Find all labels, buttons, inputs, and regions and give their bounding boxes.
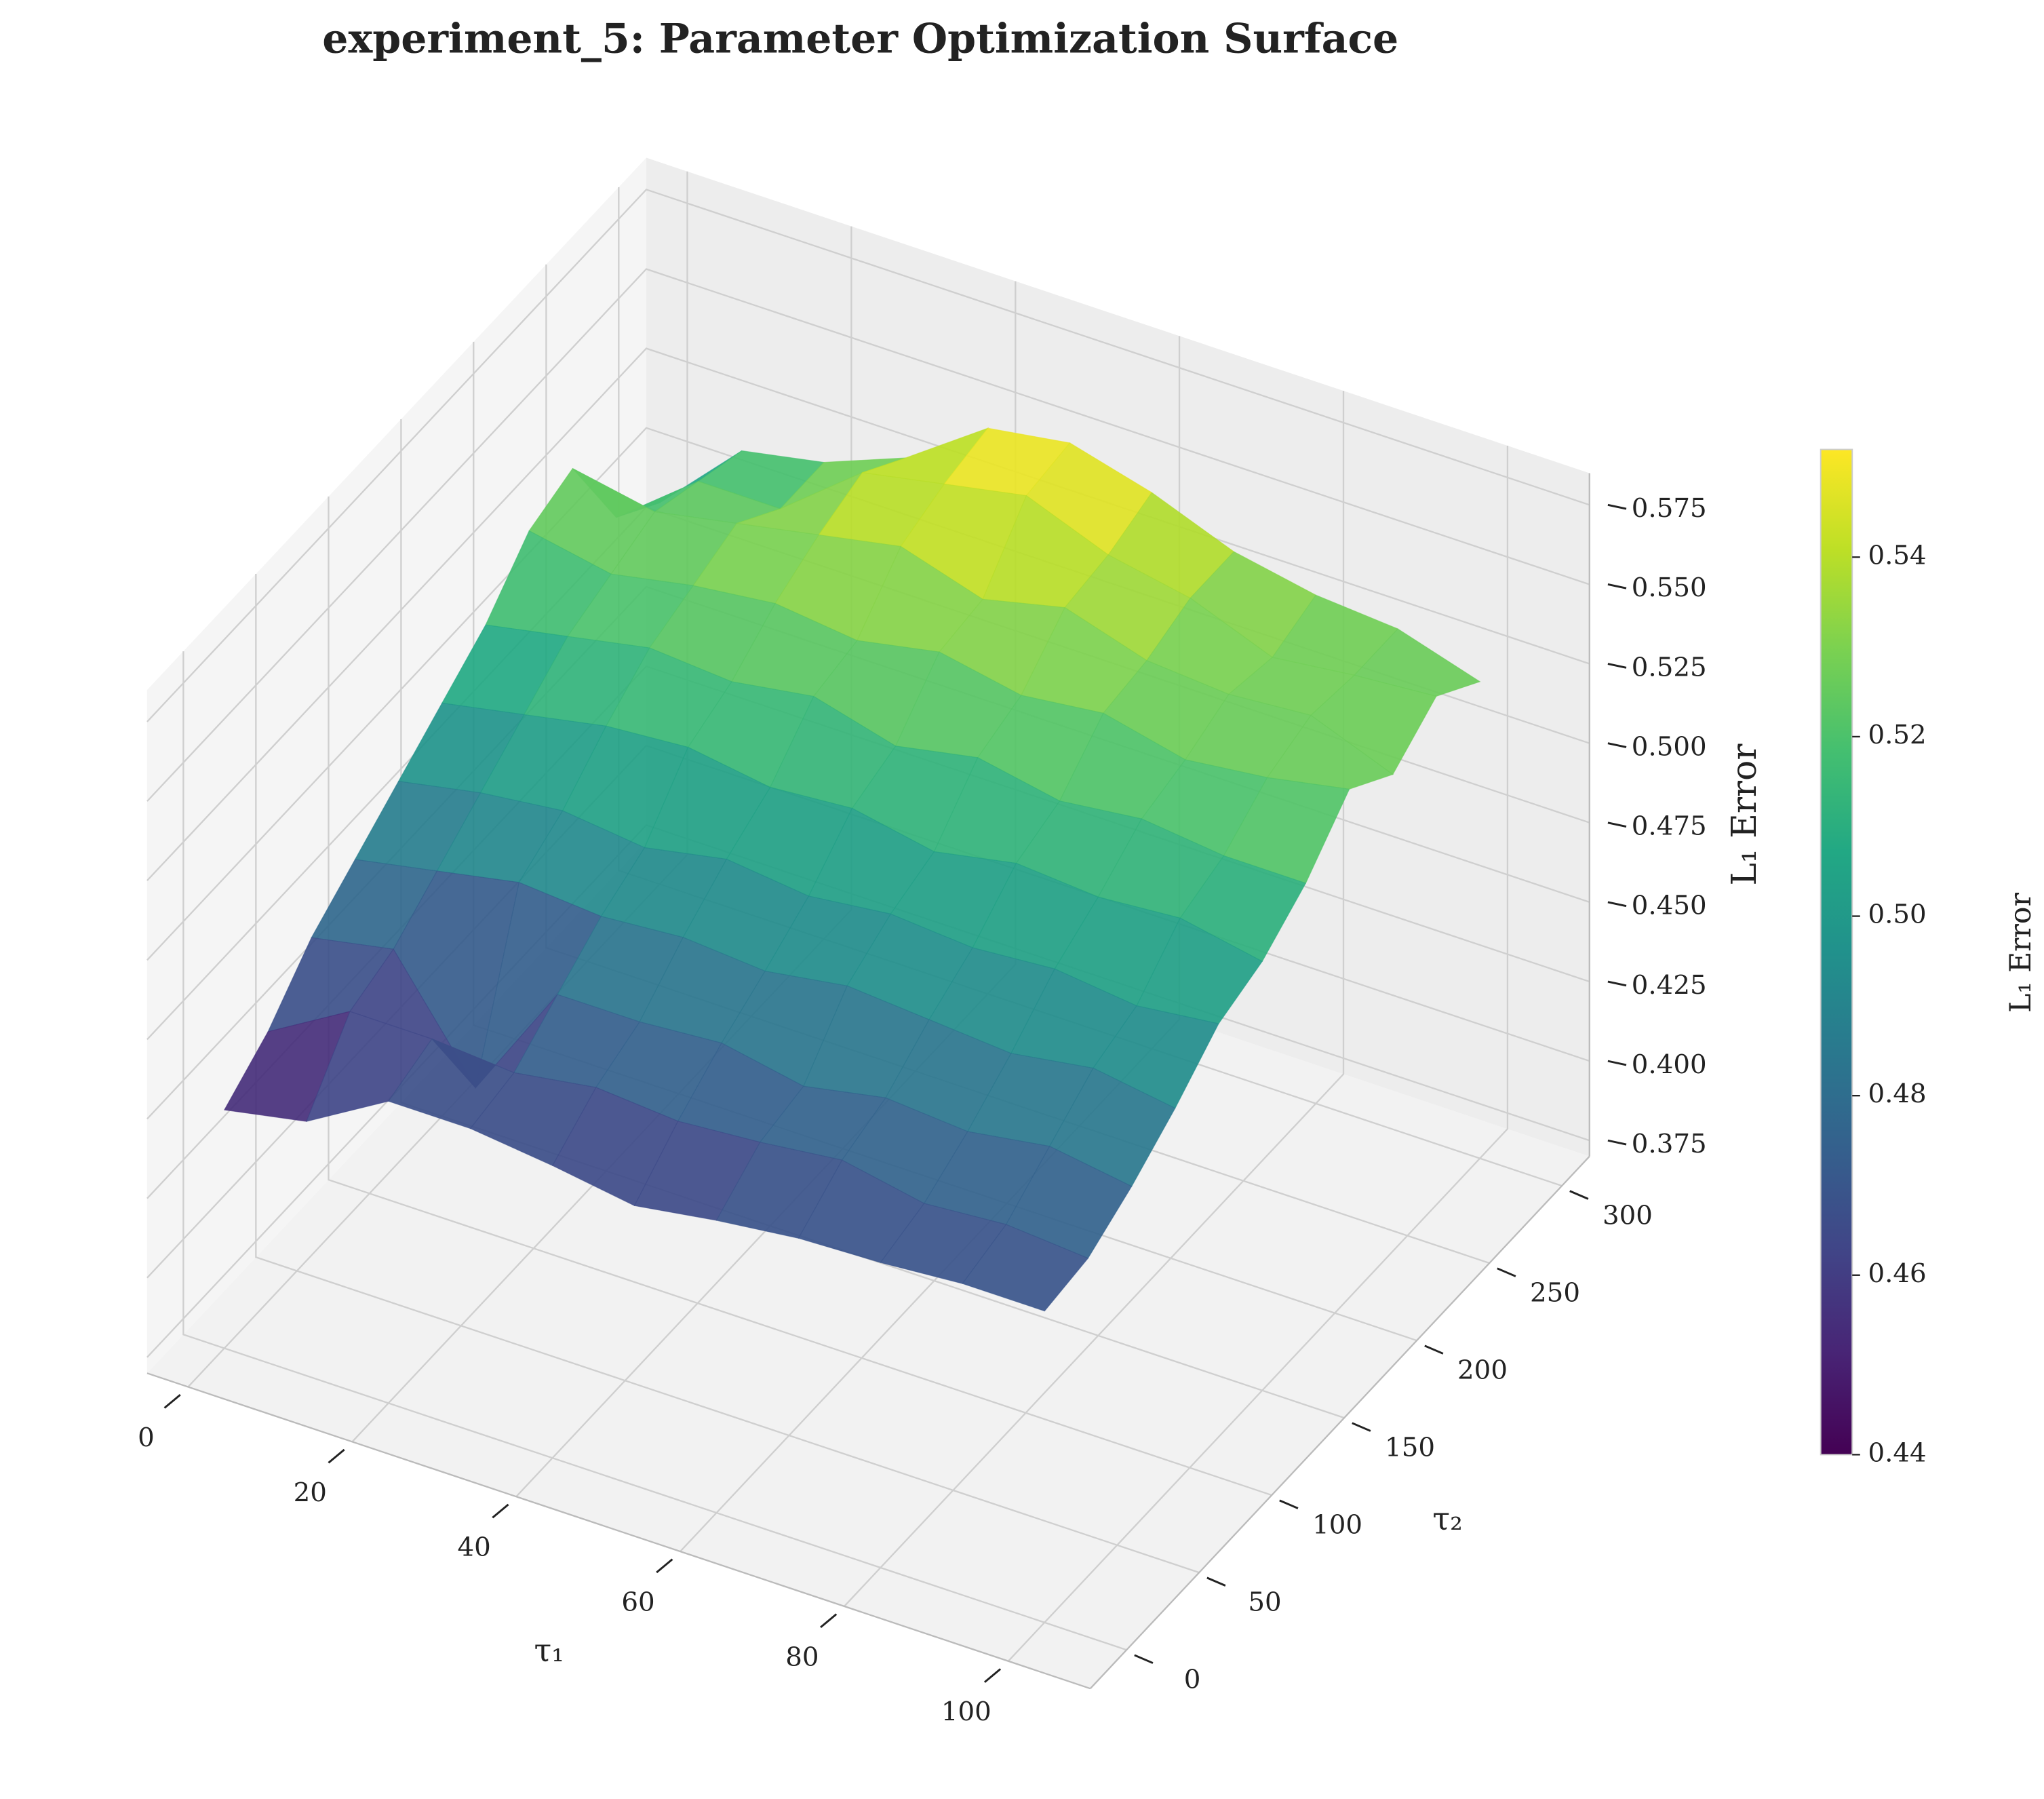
- y-tick-label: 300: [1603, 1201, 1653, 1231]
- y-tick: [1497, 1267, 1516, 1277]
- y-tick-label: 50: [1248, 1587, 1281, 1618]
- grid-line: [255, 574, 1200, 1574]
- colorbar-label: L₁ Error: [2004, 892, 2038, 1012]
- x-tick-label: 80: [785, 1642, 819, 1672]
- x-axis-label: τ₁: [534, 1632, 564, 1669]
- colorbar-tick-label: 0.48: [1868, 1079, 1926, 1109]
- z-tick-label: 0.400: [1632, 1049, 1707, 1080]
- z-tick: [1607, 821, 1627, 828]
- y-tick-label: 0: [1184, 1665, 1201, 1695]
- z-tick: [1607, 663, 1627, 669]
- z-tick-label: 0.575: [1632, 493, 1707, 524]
- colorbar-tick-label: 0.54: [1868, 540, 1926, 570]
- z-tick: [1607, 742, 1627, 748]
- x-tick: [820, 1613, 838, 1629]
- grid-line: [146, 268, 1590, 802]
- y-tick-label: 200: [1457, 1355, 1508, 1386]
- colorbar-tick-label: 0.46: [1868, 1258, 1926, 1289]
- z-tick-label: 0.525: [1632, 652, 1707, 682]
- x-tick: [492, 1503, 509, 1519]
- y-tick: [1279, 1499, 1299, 1509]
- z-tick-label: 0.550: [1632, 573, 1707, 603]
- y-axis-label: τ₂: [1432, 1501, 1462, 1537]
- y-axis-line: [1089, 1155, 1590, 1689]
- y-tick: [1424, 1345, 1444, 1355]
- z-tick: [1607, 901, 1627, 908]
- grid-line: [146, 347, 1590, 881]
- colorbar: [1820, 448, 1853, 1456]
- y-tick: [1352, 1422, 1371, 1432]
- z-axis-label: L₁ Error: [1724, 743, 1764, 886]
- grid-line: [1008, 445, 1509, 1662]
- z-tick: [1607, 503, 1627, 510]
- z-tick: [1607, 980, 1627, 987]
- grid-line: [146, 189, 1590, 722]
- x-tick: [983, 1668, 1002, 1683]
- x-tick-label: 100: [941, 1697, 991, 1727]
- surface-patch: [962, 1224, 1089, 1312]
- colorbar-tick-label: 0.44: [1868, 1437, 1926, 1468]
- x-tick-label: 60: [621, 1587, 654, 1618]
- x-tick: [328, 1448, 345, 1464]
- z-tick: [1607, 1139, 1627, 1146]
- x-tick: [163, 1394, 181, 1409]
- z-tick-label: 0.425: [1632, 970, 1707, 1001]
- z-tick: [1607, 583, 1627, 589]
- x-tick-label: 40: [458, 1532, 491, 1563]
- y-tick-label: 250: [1530, 1278, 1580, 1309]
- y-tick-label: 100: [1312, 1510, 1362, 1541]
- y-tick-label: 150: [1385, 1433, 1435, 1463]
- y-tick: [1134, 1654, 1154, 1664]
- y-tick: [1206, 1576, 1226, 1587]
- z-tick-label: 0.475: [1632, 811, 1707, 842]
- z-tick-label: 0.450: [1632, 891, 1707, 921]
- grid-line: [182, 651, 1127, 1651]
- z-tick: [1607, 1060, 1627, 1066]
- x-tick-label: 20: [294, 1477, 327, 1508]
- x-tick-label: 0: [138, 1423, 155, 1453]
- chart-title: experiment_5: Parameter Optimization Sur…: [322, 16, 1398, 63]
- z-tick-label: 0.375: [1632, 1129, 1707, 1159]
- grid-line: [328, 496, 1272, 1496]
- colorbar-tick-label: 0.52: [1868, 720, 1926, 750]
- colorbar-tick-label: 0.50: [1868, 900, 1926, 930]
- y-tick: [1569, 1190, 1589, 1200]
- x-axis-line: [146, 1372, 1091, 1690]
- z-tick-label: 0.500: [1632, 731, 1707, 762]
- x-tick: [656, 1558, 673, 1574]
